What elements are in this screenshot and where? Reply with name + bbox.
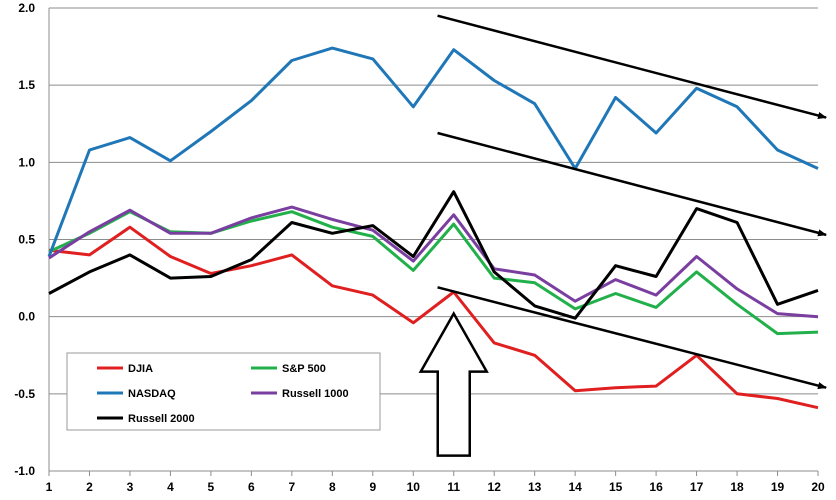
x-tick-label: 1 bbox=[46, 480, 53, 494]
legend-label-nasdaq: NASDAQ bbox=[128, 388, 176, 400]
y-tick-label: 1.0 bbox=[18, 155, 35, 169]
trend-annotations bbox=[418, 14, 827, 457]
y-tick-label: 2.0 bbox=[18, 1, 35, 15]
x-tick-label: 16 bbox=[649, 480, 663, 494]
series-line-nasdaq bbox=[47, 46, 819, 258]
x-tick-label: 3 bbox=[127, 480, 134, 494]
series-line-russell-1000 bbox=[48, 205, 819, 319]
series-lines bbox=[47, 46, 819, 410]
x-tick-label: 13 bbox=[528, 480, 542, 494]
y-tick-label: -0.5 bbox=[14, 387, 35, 401]
legend: DJIA S&P 500 NASDAQ Russell 1000 Russell 200… bbox=[66, 352, 381, 431]
x-tick-label: 5 bbox=[208, 480, 215, 494]
x-tick-label: 10 bbox=[407, 480, 421, 494]
x-tick-label: 6 bbox=[248, 480, 255, 494]
trend-arrow bbox=[437, 14, 827, 120]
x-tick-label: 12 bbox=[488, 480, 502, 494]
x-tick-label: 18 bbox=[730, 480, 744, 494]
x-tick-label: 9 bbox=[369, 480, 376, 494]
legend-label-djia: DJIA bbox=[128, 363, 153, 375]
trend-arrow bbox=[437, 131, 827, 237]
x-tick-label: 4 bbox=[167, 480, 174, 494]
x-tick-label: 8 bbox=[329, 480, 336, 494]
legend-label-s-p-500: S&P 500 bbox=[282, 363, 326, 375]
x-tick-label: 11 bbox=[447, 480, 460, 494]
trend-arrow bbox=[437, 286, 827, 390]
x-tick-label: 7 bbox=[288, 480, 295, 494]
x-tick-label: 14 bbox=[568, 480, 582, 494]
x-tick-label: 17 bbox=[690, 480, 704, 494]
y-tick-label: 1.5 bbox=[18, 78, 35, 92]
y-tick-label: -1.0 bbox=[14, 464, 35, 478]
x-tick-label: 15 bbox=[609, 480, 623, 494]
legend-label-russell-2000: Russell 2000 bbox=[128, 413, 195, 425]
legend-label-russell-1000: Russell 1000 bbox=[282, 388, 349, 400]
series-line-djia bbox=[48, 225, 819, 410]
x-tick-label: 2 bbox=[86, 480, 93, 494]
series-line-russell-2000 bbox=[48, 190, 819, 320]
y-tick-label: 0.5 bbox=[18, 233, 35, 247]
hollow-up-arrow bbox=[418, 311, 489, 457]
axes: -1.0-0.50.00.51.01.52.01 2 3 4 5 6 7 8 9 10 11 12 13… bbox=[14, 1, 825, 494]
x-tick-label: 19 bbox=[771, 480, 785, 494]
x-tick-label: 20 bbox=[811, 480, 825, 494]
y-tick-label: 0.0 bbox=[18, 310, 35, 324]
